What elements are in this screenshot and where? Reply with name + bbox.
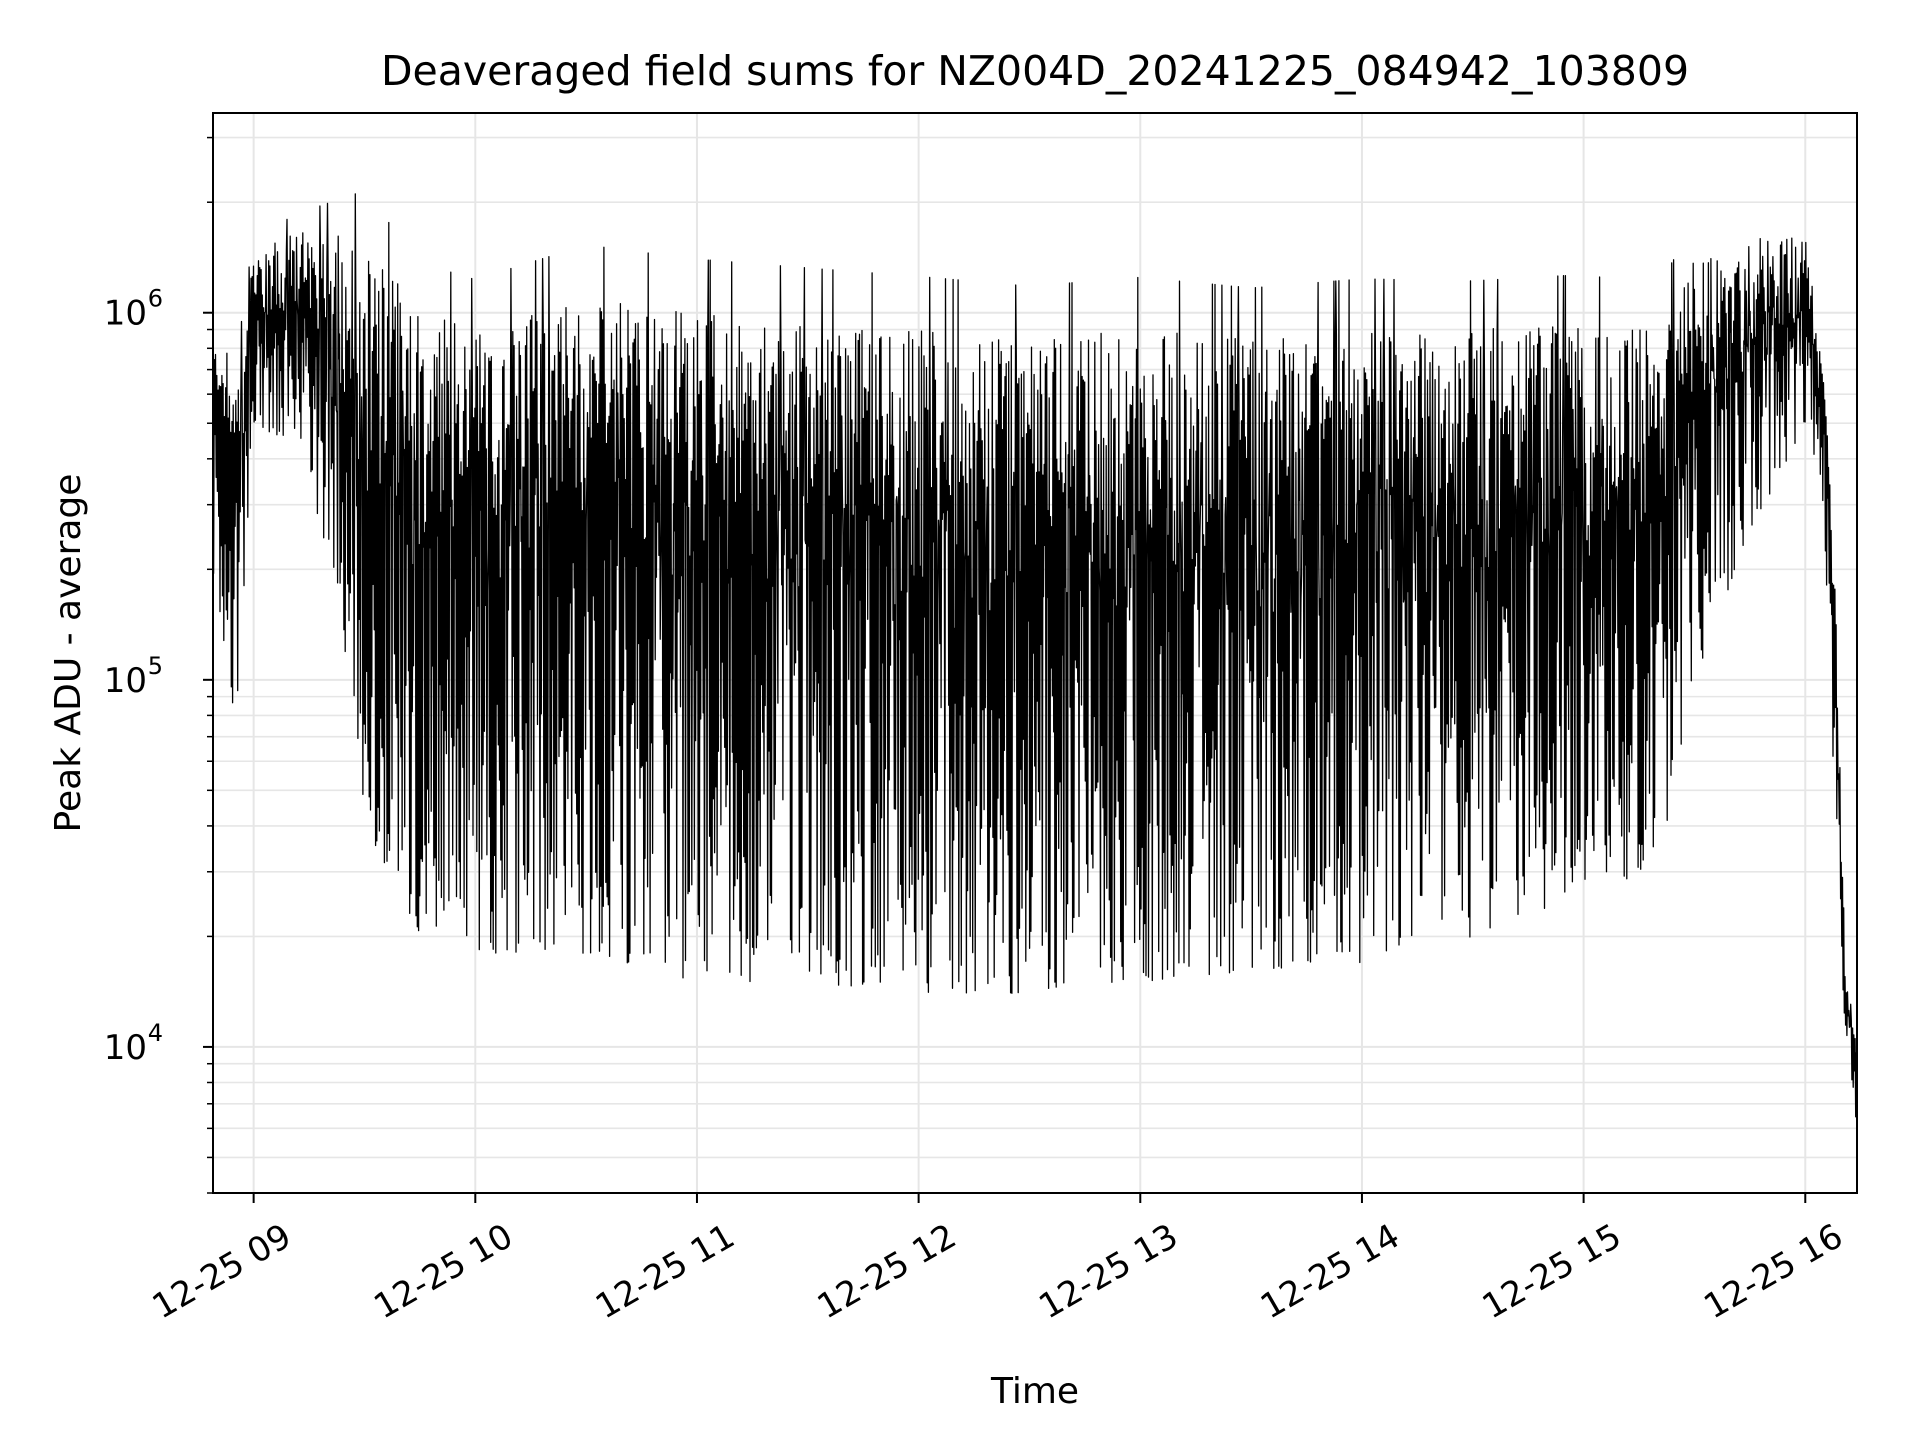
x-tick-label: 12-25 16 (1697, 1216, 1849, 1327)
plot-area (212, 193, 1858, 1118)
y-axis-label: Peak ADU - average (48, 474, 89, 833)
chart-title: Deaveraged field sums for NZ004D_2024122… (381, 47, 1689, 95)
x-tick-label: 12-25 14 (1254, 1216, 1406, 1327)
y-tick-exponent: 6 (148, 285, 163, 313)
x-tick-label: 12-25 15 (1476, 1216, 1628, 1327)
x-tick-label: 12-25 09 (146, 1216, 298, 1327)
y-tick-exponent: 4 (148, 1019, 163, 1047)
x-tick-label: 12-25 11 (589, 1216, 741, 1327)
y-tick-label: 10 (104, 661, 147, 701)
y-tick-label: 10 (104, 294, 147, 334)
x-tick-label: 12-25 13 (1032, 1216, 1184, 1327)
series-line (212, 193, 1858, 1118)
x-tick-label: 12-25 10 (367, 1216, 519, 1327)
axes-frame (212, 112, 1858, 1194)
y-tick-label: 10 (104, 1028, 147, 1068)
x-axis-label: Time (990, 1371, 1079, 1412)
y-tick-exponent: 5 (148, 652, 163, 680)
x-tick-label: 12-25 12 (811, 1216, 963, 1327)
